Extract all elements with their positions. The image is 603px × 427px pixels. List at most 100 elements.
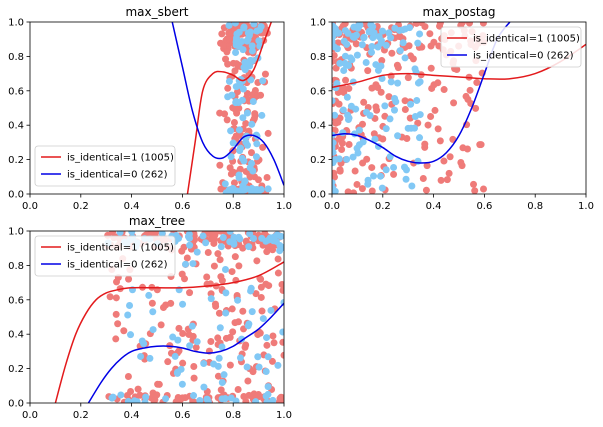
x-tick-label: 0.0 — [22, 201, 38, 212]
scatter-point — [243, 37, 251, 45]
scatter-point — [241, 186, 249, 194]
scatter-point — [252, 398, 260, 403]
scatter-point — [368, 48, 376, 56]
scatter-point — [353, 51, 361, 59]
scatter-point — [379, 135, 387, 143]
scatter-point — [258, 111, 266, 119]
scatter-point — [223, 116, 231, 124]
scatter-point — [134, 385, 142, 393]
x-tick-label: 0.2 — [375, 201, 391, 212]
scatter-point — [404, 124, 412, 132]
scatter-point — [274, 255, 282, 263]
scatter-point — [225, 22, 233, 29]
scatter-point — [381, 112, 389, 120]
y-tick-label: 1.0 — [8, 227, 24, 238]
scatter-point — [116, 231, 124, 236]
axes-frame — [331, 21, 587, 195]
scatter-point — [256, 329, 264, 337]
scatter-point — [236, 147, 244, 155]
y-tick-label: 0.2 — [8, 364, 24, 375]
scatter-point — [405, 42, 413, 50]
axes-frame — [29, 230, 285, 404]
scatter-point — [241, 58, 249, 66]
scatter-point — [229, 139, 237, 147]
scatter-point — [274, 361, 282, 369]
scatter-point — [199, 232, 207, 240]
legend: is_identical=1 (1005) is_identical=0 (262… — [440, 26, 582, 68]
scatter-point — [470, 180, 478, 188]
scatter-point — [190, 374, 198, 382]
scatter-point — [377, 62, 385, 70]
scatter-point — [347, 102, 355, 110]
scatter-point — [124, 372, 132, 380]
scatter-point — [249, 234, 257, 242]
scatter-point — [259, 143, 267, 151]
scatter-point — [218, 343, 226, 351]
scatter-point — [248, 57, 256, 65]
scatter-point — [214, 362, 222, 370]
scatter-point — [207, 295, 215, 303]
scatter-point — [386, 115, 394, 123]
subplot-max-postag: 0.0 0.2 0.4 0.6 0.8 1.0 0.0 0.2 0.4 0.6 0.8 1.0 max_… — [310, 5, 594, 212]
scatter-point — [228, 305, 236, 313]
scatter-point — [146, 354, 154, 362]
scatter-point — [141, 399, 149, 403]
scatter-point — [125, 275, 133, 283]
scatter-point — [340, 37, 348, 45]
scatter-point — [242, 138, 250, 146]
fit-line-identical — [54, 261, 284, 403]
scatter-point — [126, 301, 134, 309]
scatter-point — [204, 249, 212, 257]
scatter-point — [238, 335, 246, 343]
scatter-point — [175, 347, 183, 355]
scatter-point — [235, 104, 243, 112]
y-tick-label: 0.0 — [8, 190, 24, 201]
scatter-point — [332, 119, 340, 127]
scatter-point — [243, 363, 251, 371]
scatter-point — [404, 74, 412, 82]
scatter-point — [246, 231, 254, 238]
fit-line-not-identical — [171, 22, 284, 186]
scatter-point — [149, 326, 157, 334]
scatter-point — [183, 254, 191, 262]
scatter-point — [427, 64, 435, 72]
legend: is_identical=1 (1005) is_identical=0 (262… — [34, 235, 176, 277]
x-tick-label: 0.8 — [527, 201, 543, 212]
scatter-point — [255, 393, 263, 401]
scatter-point — [387, 34, 395, 42]
scatter-point — [465, 22, 473, 27]
scatter-point — [235, 126, 243, 134]
scatter-point — [248, 120, 256, 128]
scatter-point — [390, 106, 398, 114]
scatter-point — [252, 290, 260, 298]
scatter-point — [414, 119, 422, 127]
scatter-point — [174, 336, 182, 344]
scatter-point — [227, 127, 235, 135]
scatter-point — [279, 338, 284, 346]
scatter-point — [259, 315, 267, 323]
scatter-point — [244, 377, 252, 385]
scatter-point — [332, 97, 336, 105]
scatter-point — [421, 23, 429, 31]
scatter-point — [128, 231, 136, 236]
scatter-point — [263, 341, 271, 349]
scatter-point — [246, 173, 254, 181]
scatter-point — [225, 188, 233, 194]
scatter-point — [341, 27, 349, 35]
y-tick-label: 0.4 — [8, 121, 24, 132]
scatter-point — [145, 291, 153, 299]
scatter-point — [231, 22, 239, 27]
scatter-point — [245, 31, 253, 39]
scatter-point — [231, 319, 239, 327]
scatter-point — [171, 352, 179, 360]
scatter-point — [203, 395, 211, 403]
scatter-point — [388, 49, 396, 57]
scatter-point — [223, 48, 231, 56]
y-tick-label: 0.6 — [310, 86, 326, 97]
scatter-point — [222, 289, 230, 297]
scatter-point — [258, 307, 266, 315]
scatter-point — [344, 188, 352, 194]
scatter-point — [152, 231, 160, 236]
scatter-point — [241, 178, 249, 186]
scatter-point — [224, 60, 232, 68]
